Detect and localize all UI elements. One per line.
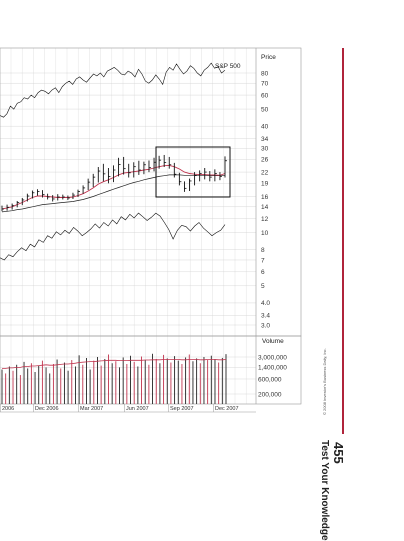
volume-moving-average xyxy=(2,359,227,369)
price-tick-label: 5 xyxy=(261,283,265,290)
relative-strength-series xyxy=(0,212,226,261)
price-tick-label: 3.4 xyxy=(261,313,270,320)
date-tick-label: 2006 xyxy=(2,406,14,412)
price-tick-label: 30 xyxy=(261,146,269,153)
sp500-series xyxy=(0,62,226,118)
price-tick-label: 10 xyxy=(261,230,269,237)
price-tick-label: 34 xyxy=(261,136,269,143)
sp500-label: S&P 500 xyxy=(215,63,241,70)
copyright-notice: © 2008 Investor's Business Daily, Inc. xyxy=(322,335,330,415)
price-tick-labels: 80 70 60 50 40 34 30 26 22 19 16 14 12 10 8 7 6 5 4.0 3.4 3.… xyxy=(261,70,270,329)
price-tick-label: 80 xyxy=(261,70,269,77)
price-tick-label: 26 xyxy=(261,157,269,164)
volume-tick-label: 1,400,000 xyxy=(258,365,287,372)
moving-average-black-line xyxy=(1,174,226,213)
volume-moving-average-line xyxy=(2,359,227,369)
date-tick-label: Mar 2007 xyxy=(80,406,103,412)
price-bars xyxy=(1,154,227,212)
copyright-text: © 2008 Investor's Business Daily, Inc. xyxy=(322,348,327,415)
accent-rule xyxy=(342,48,344,434)
price-tick-label: 60 xyxy=(261,92,269,99)
price-tick-label: 50 xyxy=(261,106,269,113)
price-tick-label: 12 xyxy=(261,216,269,223)
price-tick-label: 70 xyxy=(261,81,269,88)
relative-strength-line xyxy=(0,212,226,261)
volume-tick-labels: 3,000,000 1,400,000 600,000 200,000 xyxy=(258,354,287,398)
price-tick-label: 3.0 xyxy=(261,322,270,329)
section-title-text: Test Your Knowledge xyxy=(319,440,330,541)
volume-panel-frame xyxy=(0,335,302,405)
page-number-text: 455 xyxy=(331,442,346,464)
price-tick-label: 4.0 xyxy=(261,300,270,307)
price-tick-label: 6 xyxy=(261,269,265,276)
stock-chart: 80 70 60 50 40 34 30 26 22 19 16 14 12 10 8 7 6 5 4.0 3.4 3.… xyxy=(0,47,302,413)
price-axis-label: Price xyxy=(261,54,276,61)
date-tick-label: Sep 2007 xyxy=(170,406,194,412)
price-tick-label: 16 xyxy=(261,194,269,201)
price-tick-label: 22 xyxy=(261,169,269,176)
price-tick-label: 19 xyxy=(261,181,269,188)
volume-tick-label: 600,000 xyxy=(258,376,282,383)
price-tick-label: 14 xyxy=(261,204,269,211)
price-tick-label: 7 xyxy=(261,257,265,264)
volume-tick-label: 3,000,000 xyxy=(258,354,287,361)
volume-bars xyxy=(1,353,227,404)
date-tick-label: Dec 2006 xyxy=(35,406,59,412)
sp500-line xyxy=(0,62,226,118)
volume-axis-label: Volume xyxy=(262,338,284,345)
page-number: 455 xyxy=(331,442,347,472)
volume-tick-label: 200,000 xyxy=(258,391,282,398)
price-grid xyxy=(0,48,256,404)
highlight-box xyxy=(155,146,231,198)
price-tick-label: 40 xyxy=(261,123,269,130)
moving-average-black-series xyxy=(1,174,226,213)
date-tick-labels: 2006 Dec 2006 Mar 2007 Jun 2007 Sep 2007 Dec … xyxy=(0,404,239,412)
price-tick-label: 8 xyxy=(261,247,265,254)
date-tick-label: Dec 2007 xyxy=(215,406,239,412)
date-tick-label: Jun 2007 xyxy=(126,406,149,412)
